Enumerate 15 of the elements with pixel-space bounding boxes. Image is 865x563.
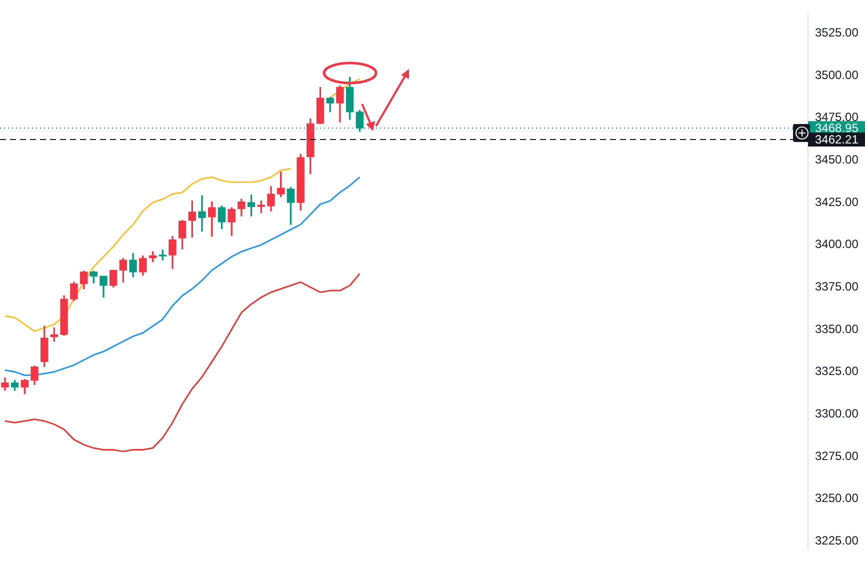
y-tick-label: 3425.00 xyxy=(815,194,859,209)
y-tick-label: 3300.00 xyxy=(815,406,859,420)
y-tick-label: 3375.00 xyxy=(815,279,859,294)
y-tick-label: 3325.00 xyxy=(815,364,859,378)
candlestick xyxy=(257,200,265,213)
y-tick-label: 3525.00 xyxy=(815,25,859,40)
y-tick-label: 3350.00 xyxy=(815,322,859,336)
y-tick-label: 3275.00 xyxy=(815,448,859,463)
y-tick-label: 3500.00 xyxy=(815,68,859,82)
y-tick-label: 3450.00 xyxy=(815,152,859,166)
candlestick xyxy=(158,250,166,260)
y-tick-label: 3225.00 xyxy=(815,533,859,548)
y-tick-label: 3250.00 xyxy=(815,491,859,506)
y-tick-label: 3400.00 xyxy=(815,237,859,252)
ref-line-label: 3462.21 xyxy=(815,132,859,146)
